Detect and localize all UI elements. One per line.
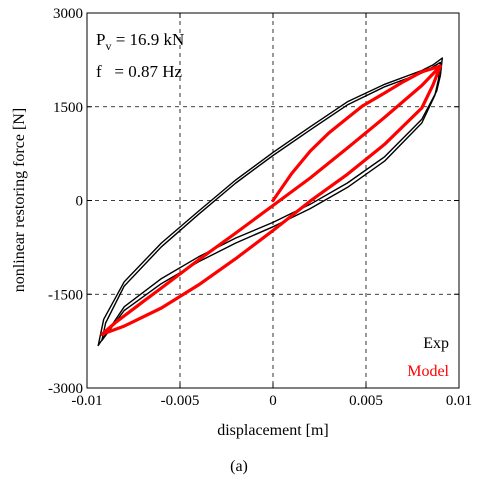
model-curve [100,64,442,336]
exp-curve [101,61,442,342]
y-tick-label: 1500 [53,100,83,116]
x-tick-label: 0.01 [446,393,472,409]
model-curve [271,104,364,203]
x-tick-label: -0.005 [161,393,200,409]
y-tick-label: -1500 [48,287,83,303]
x-tick-label: 0.005 [349,393,383,409]
x-tick-label: 0 [269,393,277,409]
figure-caption: (a) [230,458,248,475]
legend-exp: Exp [423,335,449,352]
data-curves [97,57,443,347]
y-tick-label: -3000 [48,381,83,397]
axis-ticks: -0.01 -0.005 0 0.005 0.01 -3000 -1500 0 1500 3000 [48,6,472,409]
pv-annotation: Pv = 16.9 kN [96,30,184,53]
y-tick-label: 3000 [53,6,83,22]
x-axis-label: displacement [m] [217,422,329,439]
frequency-annotation: f = 0.87 Hz [96,62,183,81]
x-tick-label: -0.01 [71,393,102,409]
legend-model: Model [407,363,449,380]
y-axis-label: nonlinear restoring force [N] [11,108,28,292]
exp-curve [97,57,443,347]
y-tick-label: 0 [76,194,84,210]
